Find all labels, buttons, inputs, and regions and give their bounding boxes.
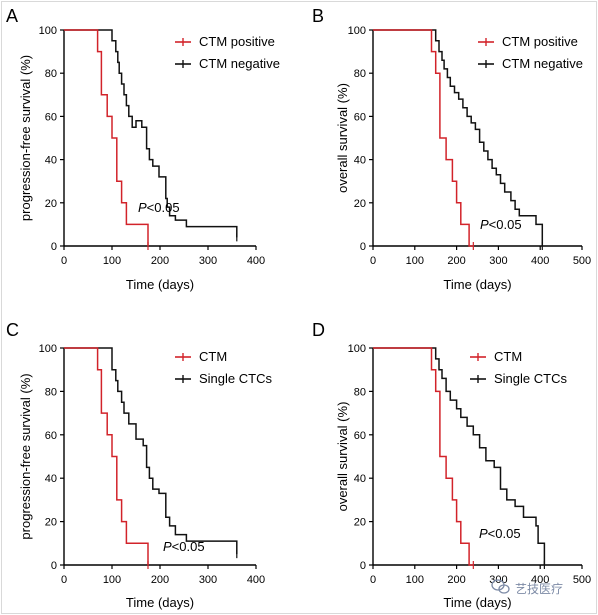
x-tick-label: 100 bbox=[103, 574, 121, 586]
x-tick-label: 300 bbox=[199, 574, 217, 586]
legend-label: CTM bbox=[494, 349, 522, 364]
y-tick-label: 40 bbox=[354, 473, 366, 485]
chart-panel-b: B 0 20 40 60 80 100 0 100 200 300 400 500 Time (days)… bbox=[312, 6, 591, 292]
wechat-icon bbox=[491, 579, 510, 594]
x-tick-label: 400 bbox=[247, 255, 265, 267]
p-value-annotation: P<0.05 bbox=[138, 200, 180, 215]
legend-label: CTM negative bbox=[502, 56, 583, 71]
series-line-black bbox=[64, 347, 238, 555]
panel-letter: A bbox=[6, 6, 18, 26]
x-tick-label: 100 bbox=[406, 255, 424, 267]
y-tick-label: 40 bbox=[45, 155, 57, 167]
panel-letter: C bbox=[6, 320, 19, 340]
x-tick-label: 200 bbox=[447, 574, 465, 586]
x-tick-label: 500 bbox=[573, 255, 591, 267]
y-tick-label: 0 bbox=[360, 560, 366, 572]
y-axis-label: progression-free survival (%) bbox=[18, 55, 33, 221]
x-tick-label: 500 bbox=[573, 574, 591, 586]
panel-letter: D bbox=[312, 320, 325, 340]
y-axis-label: progression-free survival (%) bbox=[18, 373, 33, 539]
legend-label: CTM bbox=[199, 349, 227, 364]
y-tick-label: 80 bbox=[354, 68, 366, 80]
x-tick-label: 200 bbox=[447, 255, 465, 267]
x-tick-label: 0 bbox=[370, 255, 376, 267]
x-tick-label: 300 bbox=[199, 255, 217, 267]
y-tick-label: 100 bbox=[39, 25, 57, 37]
y-tick-label: 100 bbox=[39, 343, 57, 355]
x-axis-label: Time (days) bbox=[443, 277, 511, 292]
y-tick-label: 80 bbox=[45, 386, 57, 398]
y-tick-label: 80 bbox=[354, 386, 366, 398]
series-line-red bbox=[373, 29, 474, 247]
x-tick-label: 400 bbox=[531, 255, 549, 267]
y-tick-label: 0 bbox=[51, 241, 57, 253]
y-tick-label: 60 bbox=[45, 111, 57, 123]
legend-label: CTM positive bbox=[199, 34, 275, 49]
x-tick-label: 0 bbox=[61, 574, 67, 586]
x-tick-label: 400 bbox=[531, 574, 549, 586]
x-tick-label: 0 bbox=[370, 574, 376, 586]
x-tick-label: 0 bbox=[61, 255, 67, 267]
x-tick-label: 200 bbox=[151, 255, 169, 267]
x-axis-label: Time (days) bbox=[126, 277, 194, 292]
y-tick-label: 60 bbox=[45, 430, 57, 442]
y-tick-label: 40 bbox=[354, 155, 366, 167]
x-tick-label: 400 bbox=[247, 574, 265, 586]
p-value-annotation: P<0.05 bbox=[163, 539, 205, 554]
series-line-red bbox=[64, 347, 149, 565]
panel-letter: B bbox=[312, 6, 324, 26]
series-line-red bbox=[64, 29, 149, 246]
p-value-annotation: P<0.05 bbox=[479, 526, 521, 541]
x-tick-label: 200 bbox=[151, 574, 169, 586]
y-axis-label: overall survival (%) bbox=[335, 83, 350, 193]
y-tick-label: 20 bbox=[45, 198, 57, 210]
y-axis-label: overall survival (%) bbox=[335, 402, 350, 512]
x-axis-label: Time (days) bbox=[126, 595, 194, 610]
y-tick-label: 60 bbox=[354, 430, 366, 442]
legend-label: CTM negative bbox=[199, 56, 280, 71]
series-line-black bbox=[373, 29, 544, 246]
series-line-black bbox=[373, 347, 546, 565]
y-tick-label: 20 bbox=[45, 517, 57, 529]
y-tick-label: 20 bbox=[354, 198, 366, 210]
x-tick-label: 300 bbox=[489, 255, 507, 267]
legend-label: Single CTCs bbox=[199, 371, 272, 386]
series-line-black bbox=[64, 29, 238, 238]
y-tick-label: 60 bbox=[354, 111, 366, 123]
y-tick-label: 100 bbox=[348, 343, 366, 355]
watermark: 艺技医疗 bbox=[491, 579, 563, 596]
y-tick-label: 80 bbox=[45, 68, 57, 80]
series-line-red bbox=[373, 347, 474, 566]
x-axis-label: Time (days) bbox=[443, 595, 511, 610]
legend-label: CTM positive bbox=[502, 34, 578, 49]
y-tick-label: 100 bbox=[348, 25, 366, 37]
y-tick-label: 0 bbox=[360, 241, 366, 253]
y-tick-label: 40 bbox=[45, 473, 57, 485]
y-tick-label: 0 bbox=[51, 560, 57, 572]
y-tick-label: 20 bbox=[354, 517, 366, 529]
x-tick-label: 100 bbox=[103, 255, 121, 267]
chart-panel-c: C 0 20 40 60 80 100 0 100 200 300 400 Time (days) pro… bbox=[6, 320, 272, 610]
p-value-annotation: P<0.05 bbox=[480, 217, 522, 232]
watermark-text: 艺技医疗 bbox=[515, 582, 563, 596]
legend-label: Single CTCs bbox=[494, 371, 567, 386]
x-tick-label: 100 bbox=[406, 574, 424, 586]
chart-panel-a: A 0 20 40 60 80 100 0 100 200 300 400 Time (days) pro… bbox=[6, 6, 280, 292]
